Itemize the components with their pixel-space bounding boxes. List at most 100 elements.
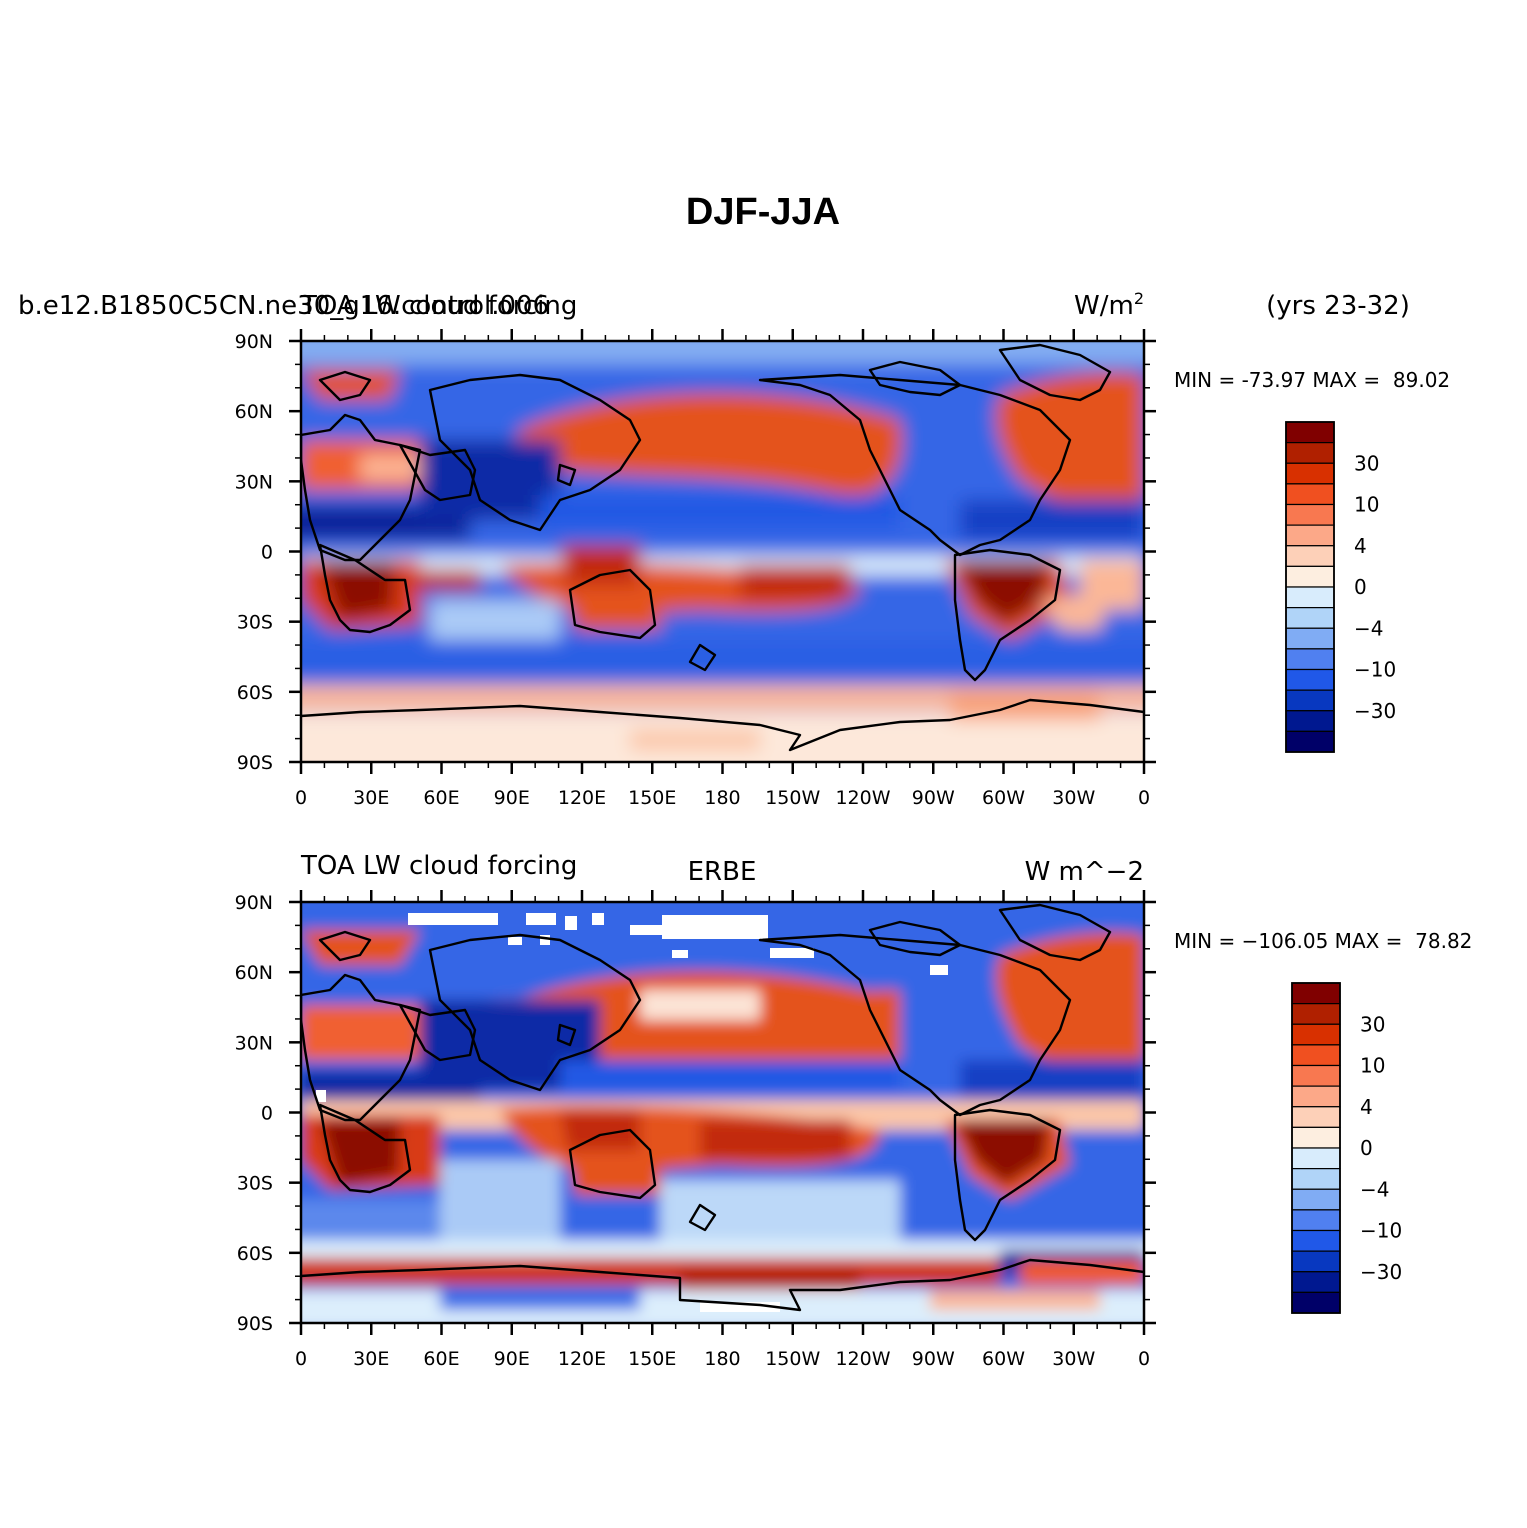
x-tick-label: 120W <box>835 787 890 809</box>
x-tick-label: 90E <box>494 1348 530 1370</box>
panel-a-field <box>301 341 1144 762</box>
panel-b-missing-data <box>316 913 948 1312</box>
colorbar-swatch <box>1291 1291 1341 1314</box>
x-tick-label: 30E <box>353 787 389 809</box>
x-tick-label: 60W <box>982 787 1025 809</box>
colorbar-swatch <box>1285 442 1335 464</box>
y-tick-label: 0 <box>261 1103 273 1125</box>
y-tick-label: 90S <box>237 752 273 774</box>
y-tick-label: 60N <box>235 962 273 984</box>
panel-b-left-title: TOA LW cloud forcing <box>300 851 577 881</box>
panel-a-left-title: b.e12.B1850C5CN.ne30_g16.control.006 <box>18 291 549 321</box>
colorbar-swatch <box>1285 730 1335 753</box>
x-tick-label: 120W <box>835 1348 890 1370</box>
x-tick-label: 0 <box>1138 787 1150 809</box>
panel-a-units-sup: 2 <box>1134 289 1144 308</box>
colorbar-swatch <box>1285 462 1335 485</box>
colorbar-label: 30 <box>1354 451 1379 475</box>
y-tick-label: 0 <box>261 542 273 564</box>
x-tick-label: 180 <box>704 787 740 809</box>
colorbar-swatch <box>1291 982 1341 1005</box>
colorbar-label: 4 <box>1360 1095 1373 1119</box>
colorbar-swatch <box>1285 627 1335 650</box>
panel-obs: TOA LW cloud forcing ERBE W m^−2 <box>235 851 1473 1370</box>
y-tick-label: 30N <box>235 471 273 493</box>
colorbar-swatch <box>1285 421 1335 444</box>
x-tick-label: 150E <box>628 1348 676 1370</box>
x-tick-label: 60W <box>982 1348 1025 1370</box>
colorbar-swatch <box>1285 607 1335 629</box>
x-tick-label: 90E <box>494 787 530 809</box>
figure-title: DJF-JJA <box>686 191 840 233</box>
colorbar-swatch <box>1285 503 1335 526</box>
colorbar-frame <box>1285 421 1335 753</box>
colorbar-swatch <box>1285 689 1335 712</box>
colorbar-swatch <box>1285 545 1335 567</box>
panel-b-coastlines <box>301 903 1144 1312</box>
x-tick-label: 30W <box>1052 1348 1095 1370</box>
panel-a-coastlines <box>301 343 1144 752</box>
x-tick-label: 150W <box>765 787 820 809</box>
panel-a-units-base: W/m <box>1074 291 1134 321</box>
colorbar-label: −4 <box>1360 1177 1389 1201</box>
y-tick-label: 60N <box>235 401 273 423</box>
y-tick-label: 90S <box>237 1313 273 1335</box>
colorbar-swatch <box>1285 565 1335 588</box>
colorbar-label: 10 <box>1360 1054 1385 1078</box>
colorbar-label: 30 <box>1360 1012 1385 1036</box>
colorbar-swatch <box>1291 1023 1341 1046</box>
colorbar-swatch <box>1291 1209 1341 1232</box>
colorbar-swatch <box>1291 1106 1341 1128</box>
x-tick-label: 60E <box>423 787 459 809</box>
x-tick-label: 150E <box>628 787 676 809</box>
panel-model: b.e12.B1850C5CN.ne30_g16.control.006 TOA… <box>18 289 1450 809</box>
colorbar-swatch <box>1285 524 1335 547</box>
x-tick-label: 90W <box>912 1348 955 1370</box>
x-tick-label: 60E <box>423 1348 459 1370</box>
colorbar-swatch <box>1291 1085 1341 1108</box>
x-tick-label: 0 <box>295 1348 307 1370</box>
colorbar-swatch <box>1291 1126 1341 1149</box>
colorbar-label: 0 <box>1360 1136 1373 1160</box>
panel-b-center-title: ERBE <box>688 857 757 887</box>
y-tick-label: 30S <box>237 612 273 634</box>
colorbar-label: 4 <box>1354 534 1367 558</box>
colorbar-label: −30 <box>1354 699 1396 723</box>
colorbar-swatch <box>1291 1168 1341 1190</box>
colorbar-swatch <box>1291 1044 1341 1067</box>
panel-a-center-title: TOA LW cloud forcing <box>300 291 577 321</box>
x-tick-label: 0 <box>1138 1348 1150 1370</box>
x-tick-label: 0 <box>295 787 307 809</box>
x-tick-label: 120E <box>558 787 606 809</box>
y-tick-label: 30N <box>235 1032 273 1054</box>
colorbar-label: −30 <box>1360 1260 1402 1284</box>
panel-b-stats: MIN = −106.05 MAX = 78.82 <box>1174 929 1472 953</box>
panel-b-colorbar: 30 10 4 0 −4 −10 −30 <box>1291 982 1402 1314</box>
colorbar-swatch <box>1291 1003 1341 1025</box>
colorbar-swatch <box>1291 1188 1341 1211</box>
x-tick-label: 150W <box>765 1348 820 1370</box>
y-tick-label: 30S <box>237 1173 273 1195</box>
panel-b-field <box>301 902 1144 1323</box>
colorbar-swatch <box>1291 1271 1341 1293</box>
colorbar-swatch <box>1291 1064 1341 1087</box>
y-tick-label: 60S <box>237 682 273 704</box>
colorbar-label: −4 <box>1354 616 1383 640</box>
x-tick-label: 90W <box>912 787 955 809</box>
colorbar-swatch <box>1285 483 1335 506</box>
colorbar-frame <box>1291 982 1341 1314</box>
y-tick-label: 90N <box>235 331 273 353</box>
x-tick-label: 30W <box>1052 787 1095 809</box>
colorbar-swatch <box>1285 710 1335 732</box>
colorbar-swatch <box>1291 1250 1341 1273</box>
x-tick-label: 180 <box>704 1348 740 1370</box>
panel-b-units: W m^−2 <box>1025 857 1144 887</box>
colorbar-swatch <box>1291 1147 1341 1170</box>
colorbar-swatch <box>1291 1229 1341 1252</box>
panel-a-axes: 0 30E 60E 90E 120E 150E 180 150W 120W 90W 60W 30W 09… <box>235 329 1156 809</box>
panel-a-stats: MIN = -73.97 MAX = 89.02 <box>1174 368 1450 392</box>
panel-a-units: W/m2 <box>1074 289 1144 321</box>
colorbar-swatch <box>1285 586 1335 609</box>
x-tick-label: 30E <box>353 1348 389 1370</box>
